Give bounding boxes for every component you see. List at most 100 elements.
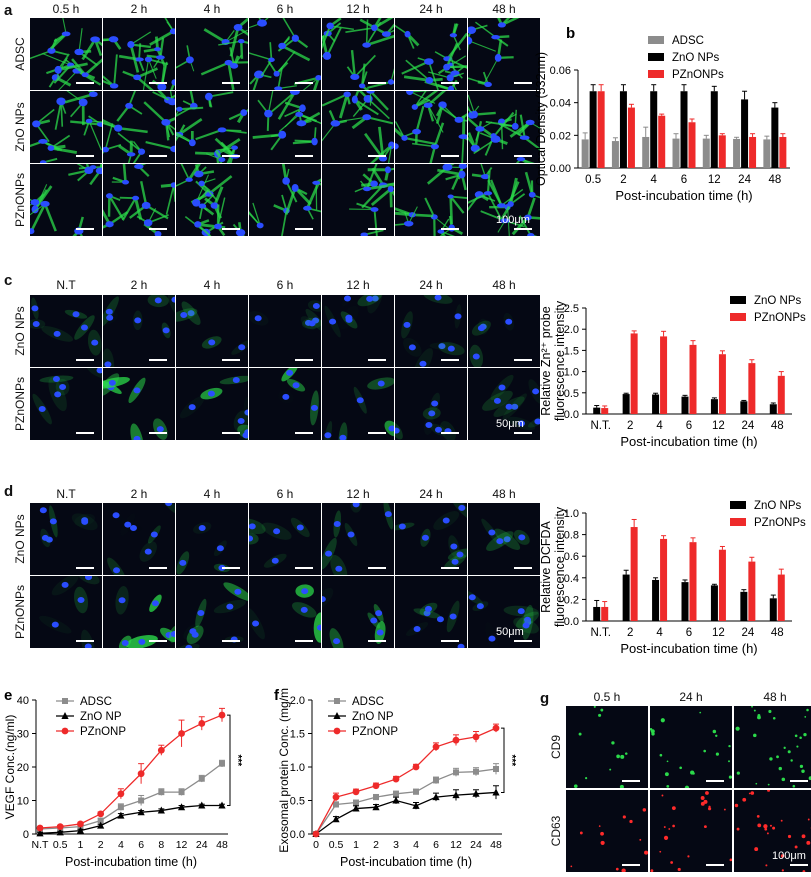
column-label: 12 h — [346, 2, 370, 16]
scale-bar — [222, 82, 240, 84]
x-axis-label: Post-incubation time (h) — [620, 641, 757, 656]
significance-annotation: *** — [506, 754, 517, 766]
legend-swatch — [730, 313, 746, 321]
micrograph — [650, 711, 732, 788]
bar — [601, 606, 609, 621]
x-tick-label: 3 — [393, 839, 399, 851]
data-point — [393, 790, 399, 797]
micrograph — [103, 164, 175, 236]
bar — [688, 122, 696, 168]
micrograph-tile — [176, 295, 248, 367]
micrograph — [395, 503, 467, 570]
x-tick-label: 48 — [771, 420, 784, 432]
micrograph — [395, 164, 467, 236]
micrograph — [179, 375, 248, 440]
data-point — [452, 791, 460, 799]
x-tick-label: 2 — [620, 174, 626, 186]
micrograph-tile — [322, 295, 394, 367]
panel-letter: e — [4, 688, 12, 704]
micrograph-tile — [468, 295, 540, 367]
micrograph — [176, 91, 248, 163]
x-tick-label: 8 — [158, 839, 164, 851]
y-axis-label: VEGF Conc.(ng/ml) — [3, 715, 17, 820]
data-point — [137, 770, 145, 778]
legend-swatch — [648, 36, 664, 44]
series-line — [39, 714, 223, 829]
micrograph-tile — [566, 790, 648, 872]
column-label: N.T — [56, 487, 76, 501]
micrograph-tile — [249, 503, 321, 575]
x-tick-label: 24 — [741, 420, 754, 432]
micrograph — [32, 368, 102, 425]
micrograph-tile — [322, 91, 394, 163]
data-point — [36, 824, 44, 832]
data-point — [433, 777, 439, 784]
data-point — [158, 789, 165, 796]
micrograph-tile — [176, 18, 248, 90]
scale-bar — [222, 432, 240, 434]
scale-bar — [76, 359, 94, 361]
significance-bracket — [227, 714, 231, 807]
bar — [710, 585, 718, 621]
bar — [779, 136, 787, 168]
data-point — [332, 793, 340, 801]
scale-bar — [222, 228, 240, 230]
micrograph-tile — [734, 706, 811, 788]
row-label: PZnONPs — [13, 377, 27, 432]
micrograph-tile — [468, 91, 540, 163]
micrograph-tile — [30, 18, 102, 90]
data-point — [412, 801, 420, 809]
scale-bar — [441, 359, 459, 361]
y-tick-label: 1.0 — [290, 762, 305, 774]
scale-bar — [368, 567, 386, 569]
bar — [622, 574, 630, 621]
bar — [718, 135, 726, 168]
micrograph — [176, 18, 248, 90]
column-label: 24 h — [419, 2, 443, 16]
scale-bar-label: 50μm — [496, 626, 524, 638]
data-point — [472, 733, 480, 741]
bar — [771, 107, 779, 168]
y-axis-label: Relative Zn²⁺ probe — [539, 306, 553, 415]
y-tick-label: 0.04 — [550, 98, 571, 110]
row-label: ZnO NPs — [13, 306, 27, 356]
x-tick-label: 2 — [98, 839, 104, 851]
scale-bar — [295, 432, 313, 434]
x-tick-label: N.T — [32, 839, 50, 851]
micrograph-tile — [395, 503, 467, 575]
scale-bar — [295, 640, 313, 642]
bar — [660, 336, 668, 414]
y-axis-label: Optical Density (532nm) — [534, 52, 548, 186]
data-point — [97, 817, 104, 824]
y-axis-label: Exosomal protein Conc. (mg/ml) — [277, 688, 291, 853]
data-point — [218, 801, 226, 809]
scale-bar — [295, 359, 313, 361]
micrograph-tile — [176, 91, 248, 163]
y-tick-label: 2.5 — [564, 303, 579, 315]
micrograph — [322, 503, 394, 575]
micrograph — [103, 91, 175, 163]
x-tick-label: 48 — [768, 174, 781, 186]
data-point — [76, 826, 85, 834]
legend-label: ADSC — [672, 35, 704, 47]
data-point — [137, 808, 145, 816]
data-point — [352, 788, 360, 796]
scale-bar — [514, 640, 532, 642]
micrograph — [176, 301, 248, 355]
y-tick-label: 0.5 — [564, 388, 579, 400]
column-label: 6 h — [276, 278, 294, 292]
legend-label: ADSC — [352, 696, 384, 708]
micrograph-tile — [734, 790, 811, 872]
y-axis-label: fluorescence intensity — [553, 506, 567, 627]
y-tick-label: 20 — [17, 762, 29, 774]
micrograph — [469, 312, 515, 367]
data-point — [492, 724, 500, 732]
micrograph — [570, 808, 648, 872]
x-tick-label: 0.5 — [585, 174, 601, 186]
y-tick-label: 0.8 — [564, 530, 579, 542]
scale-bar — [76, 432, 94, 434]
data-point — [56, 823, 64, 831]
bar — [622, 394, 630, 414]
scale-bar — [222, 567, 240, 569]
scale-bar — [222, 640, 240, 642]
